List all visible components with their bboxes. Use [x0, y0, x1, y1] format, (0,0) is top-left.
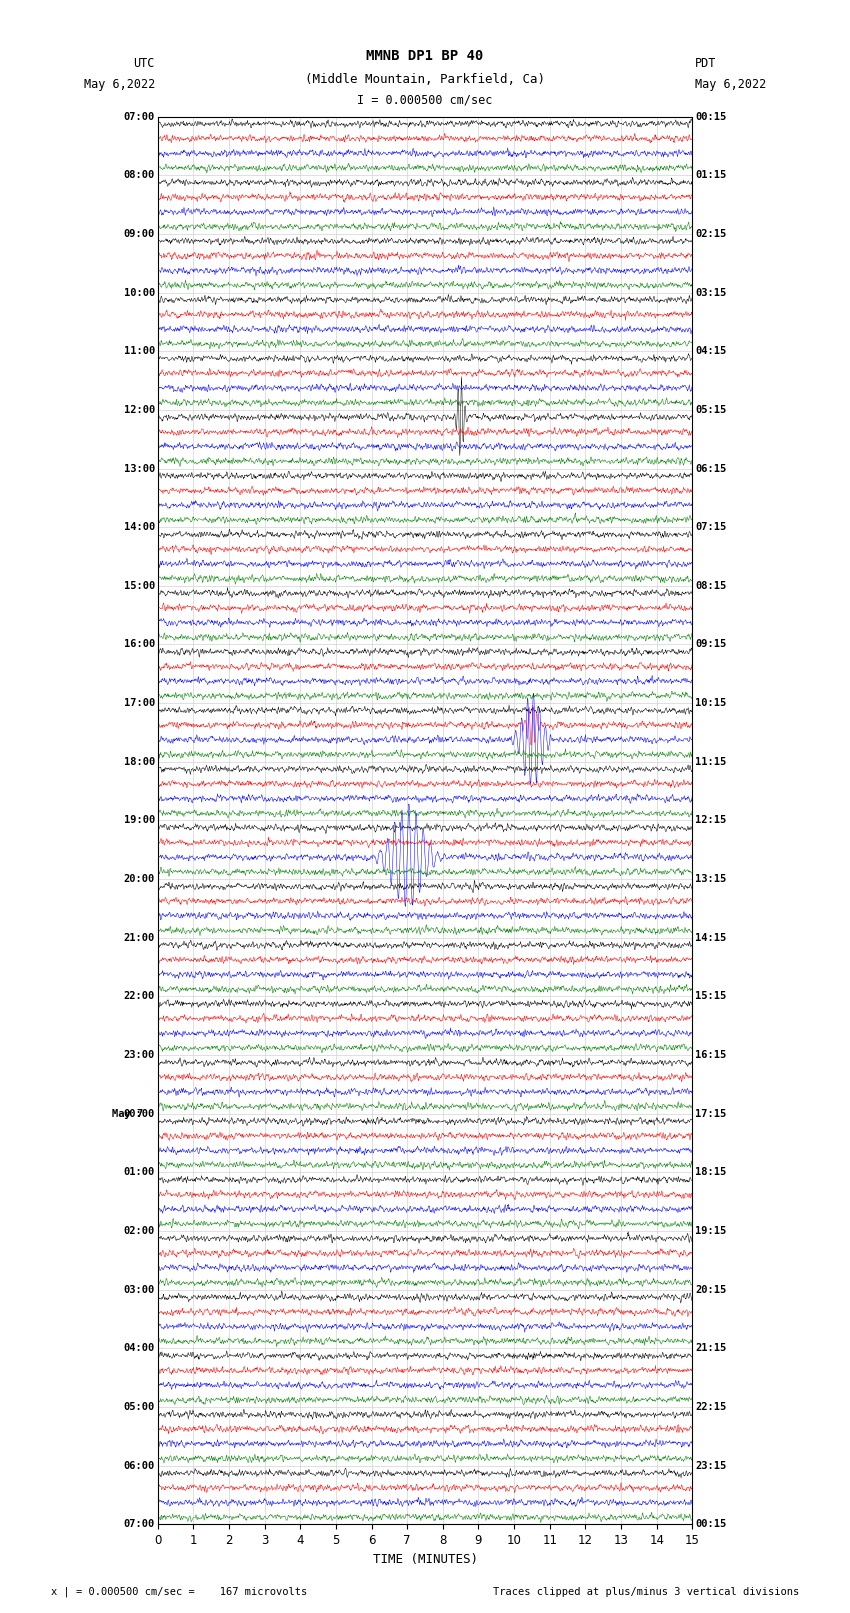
Text: 08:00: 08:00 — [123, 171, 155, 181]
Text: 05:00: 05:00 — [123, 1402, 155, 1411]
Text: 06:00: 06:00 — [123, 1461, 155, 1471]
Text: 03:00: 03:00 — [123, 1286, 155, 1295]
Text: 07:00: 07:00 — [123, 111, 155, 121]
Text: May 7: May 7 — [112, 1108, 144, 1119]
Text: 21:00: 21:00 — [123, 932, 155, 944]
Text: 02:00: 02:00 — [123, 1226, 155, 1236]
Text: 04:00: 04:00 — [123, 1344, 155, 1353]
Text: 05:15: 05:15 — [695, 405, 727, 415]
Text: May 6,2022: May 6,2022 — [695, 77, 767, 92]
Text: 11:00: 11:00 — [123, 347, 155, 356]
Text: 13:15: 13:15 — [695, 874, 727, 884]
Text: 22:15: 22:15 — [695, 1402, 727, 1411]
Text: I = 0.000500 cm/sec: I = 0.000500 cm/sec — [357, 94, 493, 106]
Text: 09:15: 09:15 — [695, 639, 727, 650]
Text: 09:00: 09:00 — [123, 229, 155, 239]
Text: MMNB DP1 BP 40: MMNB DP1 BP 40 — [366, 48, 484, 63]
Text: UTC: UTC — [133, 56, 155, 69]
Text: 19:00: 19:00 — [123, 816, 155, 826]
Text: 19:15: 19:15 — [695, 1226, 727, 1236]
Text: 17:00: 17:00 — [123, 698, 155, 708]
Text: 15:00: 15:00 — [123, 581, 155, 590]
Text: 20:00: 20:00 — [123, 874, 155, 884]
Text: 22:00: 22:00 — [123, 992, 155, 1002]
Text: 10:00: 10:00 — [123, 287, 155, 297]
Text: x | = 0.000500 cm/sec =    167 microvolts: x | = 0.000500 cm/sec = 167 microvolts — [51, 1586, 307, 1597]
Text: 06:15: 06:15 — [695, 463, 727, 474]
Text: 21:15: 21:15 — [695, 1344, 727, 1353]
Text: 20:15: 20:15 — [695, 1286, 727, 1295]
Text: 12:00: 12:00 — [123, 405, 155, 415]
Text: 03:15: 03:15 — [695, 287, 727, 297]
Text: 16:00: 16:00 — [123, 639, 155, 650]
Text: PDT: PDT — [695, 56, 717, 69]
Text: 02:15: 02:15 — [695, 229, 727, 239]
Text: 07:00: 07:00 — [123, 1519, 155, 1529]
Text: 00:15: 00:15 — [695, 1519, 727, 1529]
Text: 17:15: 17:15 — [695, 1108, 727, 1119]
Text: 14:00: 14:00 — [123, 523, 155, 532]
Text: 16:15: 16:15 — [695, 1050, 727, 1060]
Text: Traces clipped at plus/minus 3 vertical divisions: Traces clipped at plus/minus 3 vertical … — [493, 1587, 799, 1597]
Text: 23:15: 23:15 — [695, 1461, 727, 1471]
Text: 00:00: 00:00 — [123, 1108, 155, 1119]
Text: 11:15: 11:15 — [695, 756, 727, 766]
Text: 12:15: 12:15 — [695, 816, 727, 826]
Text: 15:15: 15:15 — [695, 992, 727, 1002]
Text: (Middle Mountain, Parkfield, Ca): (Middle Mountain, Parkfield, Ca) — [305, 73, 545, 85]
Text: 01:00: 01:00 — [123, 1168, 155, 1177]
Text: 00:15: 00:15 — [695, 111, 727, 121]
Text: May 6,2022: May 6,2022 — [83, 77, 155, 92]
Text: 18:00: 18:00 — [123, 756, 155, 766]
Text: 01:15: 01:15 — [695, 171, 727, 181]
Text: 04:15: 04:15 — [695, 347, 727, 356]
Text: 10:15: 10:15 — [695, 698, 727, 708]
Text: 13:00: 13:00 — [123, 463, 155, 474]
Text: 23:00: 23:00 — [123, 1050, 155, 1060]
Text: 07:15: 07:15 — [695, 523, 727, 532]
Text: 18:15: 18:15 — [695, 1168, 727, 1177]
Text: 14:15: 14:15 — [695, 932, 727, 944]
Text: 08:15: 08:15 — [695, 581, 727, 590]
X-axis label: TIME (MINUTES): TIME (MINUTES) — [372, 1553, 478, 1566]
